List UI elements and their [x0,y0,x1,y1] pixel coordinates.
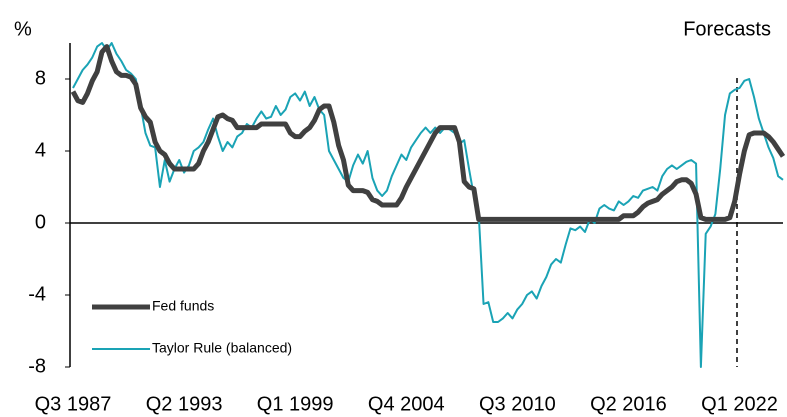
annotation: Forecasts [683,18,771,40]
series-line [70,44,786,222]
x-tick-label: Q2 1993 [146,393,223,415]
legend-label: Fed funds [152,298,214,314]
y-tick-label: -4 [28,283,46,305]
series-line [72,42,784,368]
x-tick-label: Q4 2004 [368,393,445,415]
x-tick-label: Q1 2022 [701,393,778,415]
x-tick-label: Q2 2016 [590,393,667,415]
x-tick-label: Q1 1999 [257,393,334,415]
y-tick-label: 4 [35,139,46,161]
x-tick-label: Q3 2010 [479,393,556,415]
y-tick-label: -8 [28,355,46,377]
y-axis-label: % [14,18,32,40]
x-tick-label: Q3 1987 [35,393,112,415]
y-tick-label: 8 [35,67,46,89]
legend-label: Taylor Rule (balanced) [152,340,292,356]
y-tick-label: 0 [35,211,46,233]
